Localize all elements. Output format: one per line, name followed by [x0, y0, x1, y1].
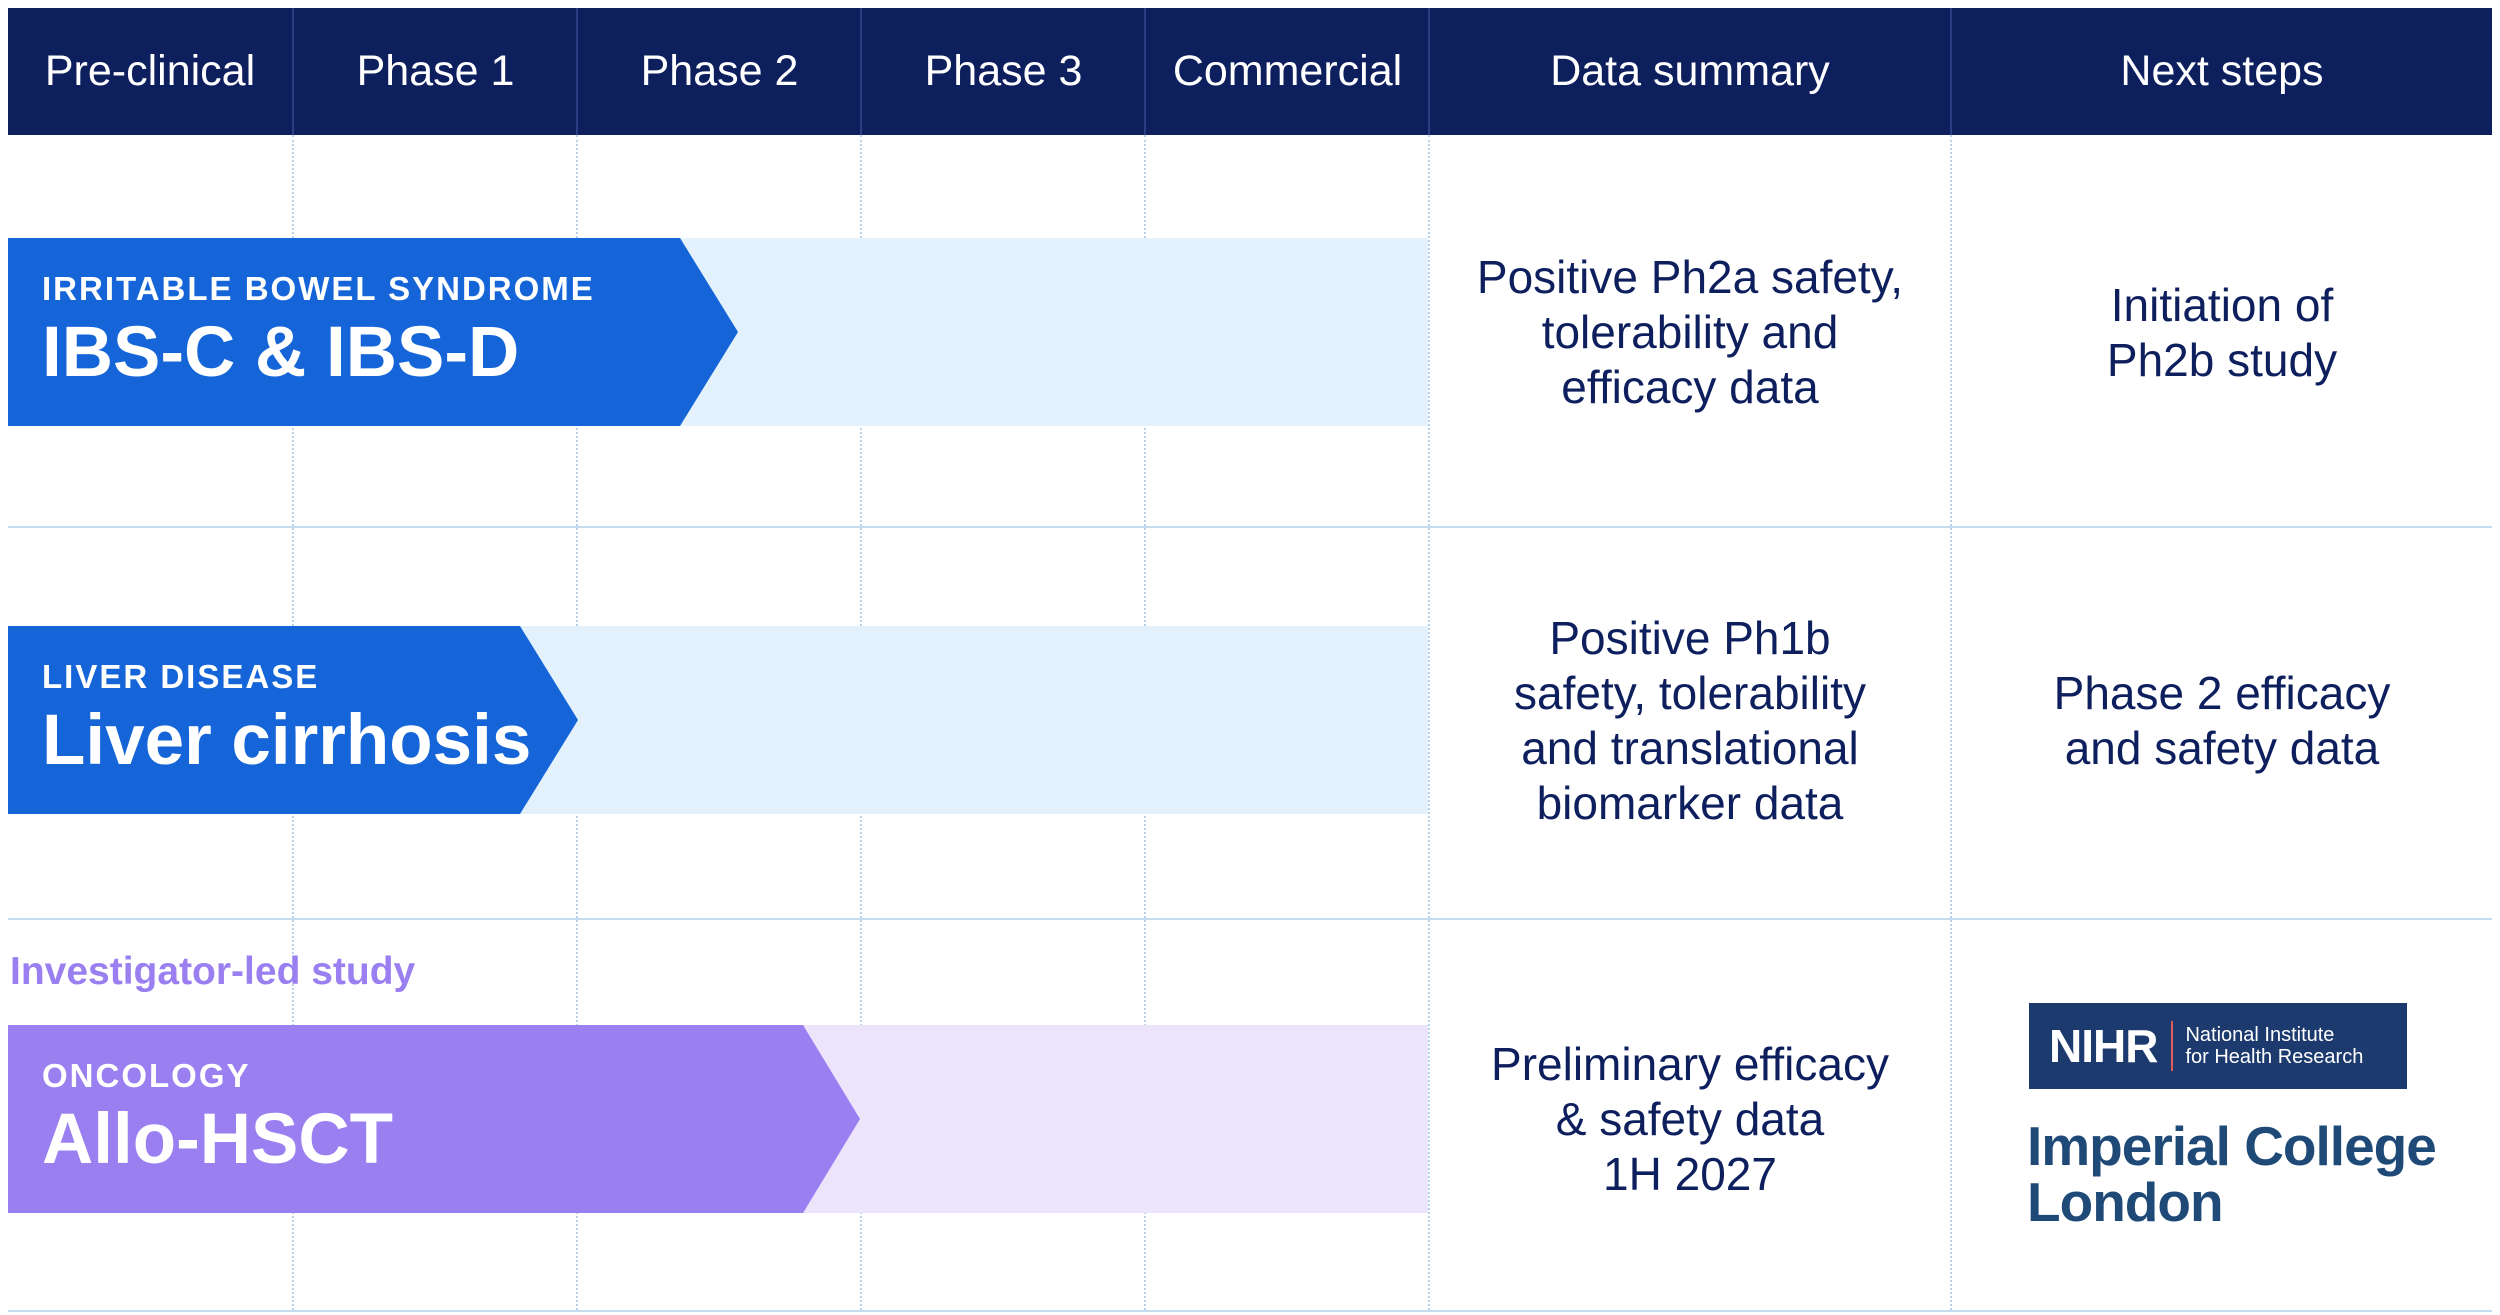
- header-divider: [1144, 8, 1146, 135]
- nihr-logo-divider: [2171, 1021, 2174, 1071]
- column-divider: [1428, 135, 1430, 1310]
- nihr-logo: NIHR National Institute for Health Resea…: [2029, 1003, 2407, 1089]
- header-divider: [292, 8, 294, 135]
- investigator-led-note: Investigator-led study: [10, 950, 416, 993]
- header-divider: [1950, 8, 1952, 135]
- liver-pipeline-arrow: LIVER DISEASE Liver cirrhosis: [8, 626, 578, 814]
- ibs-next-steps: Initiation of Ph2b study: [2106, 278, 2338, 386]
- ibs-pipeline-arrow: IRRITABLE BOWEL SYNDROME IBS-C & IBS-D: [8, 238, 738, 426]
- liver-arrow-shape: [8, 626, 578, 814]
- nihr-logo-subtitle: National Institute for Health Research: [2185, 1024, 2364, 1068]
- oncology-data-summary: Preliminary efficacy & safety data 1H 20…: [1491, 1038, 1889, 1200]
- imperial-college-logo: Imperial College London: [2027, 1115, 2437, 1233]
- ibs-data-summary: Positive Ph2a safety, tolerability and e…: [1476, 251, 1904, 413]
- header-data-summary: Data summary: [1550, 47, 1830, 95]
- header-divider: [576, 8, 578, 135]
- oncology-program-name: Allo-HSCT: [42, 1100, 394, 1179]
- row-divider: [8, 918, 2492, 920]
- liver-next-steps: Phase 2 efficacy and safety data: [2053, 666, 2391, 774]
- ibs-arrow-shape: [8, 238, 738, 426]
- oncology-pipeline-arrow: ONCOLOGY Allo-HSCT: [8, 1025, 860, 1213]
- header-preclinical: Pre-clinical: [44, 47, 256, 95]
- header-phase-3: Phase 3: [924, 47, 1083, 95]
- header-phase-1: Phase 1: [356, 47, 515, 95]
- header-commercial: Commercial: [1172, 47, 1403, 95]
- oncology-arrow-shape: [8, 1025, 860, 1213]
- column-divider: [1950, 135, 1952, 1310]
- header-next-steps: Next steps: [2120, 47, 2324, 95]
- ibs-program-name: IBS-C & IBS-D: [42, 313, 520, 392]
- liver-data-summary: Positive Ph1b safety, tolerability and t…: [1514, 612, 1866, 829]
- oncology-category-label: ONCOLOGY: [42, 1057, 251, 1094]
- nihr-logo-wordmark: NIHR: [2049, 1020, 2158, 1072]
- header-phase-2: Phase 2: [640, 47, 799, 95]
- row-divider: [8, 526, 2492, 528]
- liver-category-label: LIVER DISEASE: [42, 658, 320, 695]
- header-divider: [860, 8, 862, 135]
- header-divider: [1428, 8, 1430, 135]
- header-bar: Pre-clinical Phase 1 Phase 2 Phase 3 Com…: [8, 8, 2492, 135]
- ibs-category-label: IRRITABLE BOWEL SYNDROME: [42, 270, 595, 307]
- row-divider: [8, 1310, 2492, 1312]
- liver-program-name: Liver cirrhosis: [42, 701, 532, 780]
